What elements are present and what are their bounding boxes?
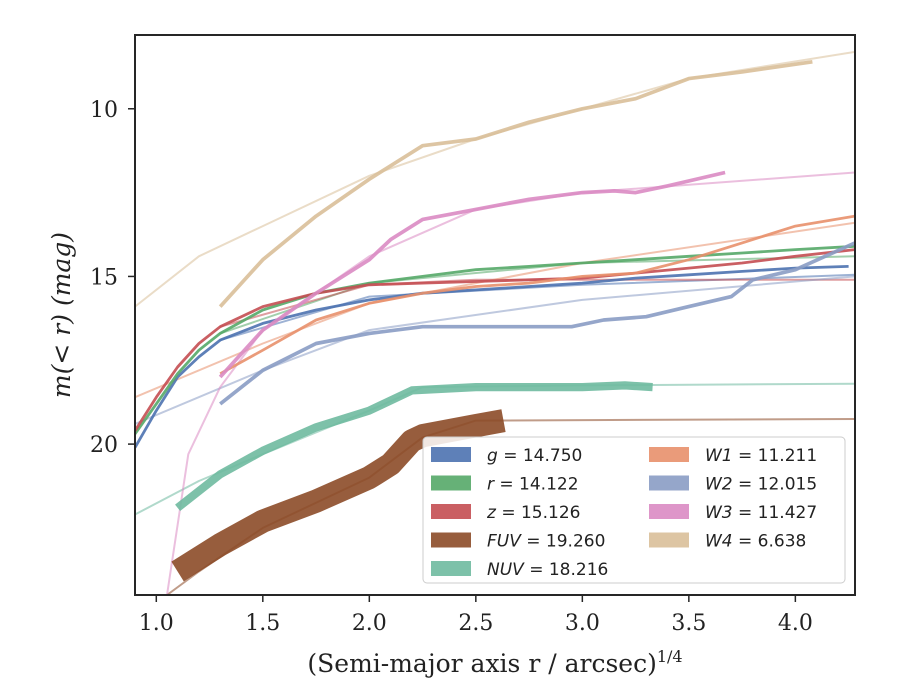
profile-band-w3 xyxy=(218,170,726,379)
legend-swatch-g xyxy=(431,447,471,462)
x-axis-label: (Semi-major axis r / arcsec)1/4 xyxy=(307,647,682,678)
legend-label-r: r = 14.122 xyxy=(487,475,579,495)
legend-label-z: z = 15.126 xyxy=(486,503,580,523)
x-axis-label-superscript: 1/4 xyxy=(657,647,683,666)
y-axis: 10 15 20 xyxy=(90,98,135,458)
legend-swatch-w4 xyxy=(649,532,689,548)
profile-band-w4 xyxy=(218,59,813,308)
legend-box xyxy=(422,436,846,584)
model-curve-w1 xyxy=(135,221,855,399)
x-tick-label: 3.5 xyxy=(671,611,706,636)
legend-label-w2: W2 = 12.015 xyxy=(705,475,817,495)
y-axis-label: m(< r) (mag) xyxy=(47,232,76,398)
axes-border xyxy=(134,34,856,596)
y-tick-label: 20 xyxy=(90,433,118,458)
x-tick-label: 3.0 xyxy=(565,611,600,636)
legend-label-w3: W3 = 11.427 xyxy=(705,503,817,523)
profile-band-fuv xyxy=(171,409,506,582)
legend-swatch-nuv xyxy=(431,561,471,576)
legend-swatch-z xyxy=(431,504,471,519)
legend-swatch-w3 xyxy=(649,504,689,519)
profile-band-w2 xyxy=(219,241,855,406)
x-tick-label: 1.5 xyxy=(245,611,280,636)
profile-band-z xyxy=(135,248,855,432)
x-tick-label: 2.0 xyxy=(352,611,387,636)
x-axis-label-text: (Semi-major axis r / arcsec) xyxy=(307,649,656,678)
y-tick-label: 15 xyxy=(90,265,118,290)
profile-band-nuv xyxy=(175,381,653,512)
legend-swatch-w2 xyxy=(649,475,689,491)
legend-label-fuv: FUV = 19.260 xyxy=(487,532,605,552)
x-tick-label: 4.0 xyxy=(778,611,813,636)
legend-label-nuv: NUV = 18.216 xyxy=(487,560,608,580)
legend-swatch-r xyxy=(431,475,471,491)
x-axis: 1.0 1.5 2.0 2.5 3.0 3.5 4.0 xyxy=(139,595,813,636)
x-tick-label: 1.0 xyxy=(139,611,174,636)
legend-swatch-fuv xyxy=(431,532,471,548)
legend: g = 14.750 r = 14.122 z = 15.126 FUV = 19.2… xyxy=(422,436,846,584)
legend-swatch-w1 xyxy=(649,447,689,462)
profile-band-w1 xyxy=(219,214,855,375)
legend-label-w1: W1 = 11.211 xyxy=(705,446,817,466)
plot-area xyxy=(135,50,855,595)
profile-band-r xyxy=(135,244,855,435)
legend-label-w4: W4 = 6.638 xyxy=(705,532,806,552)
axes-frame xyxy=(134,34,856,596)
y-tick-label: 10 xyxy=(90,98,118,123)
x-tick-label: 2.5 xyxy=(458,611,493,636)
legend-label-g: g = 14.750 xyxy=(487,446,582,466)
